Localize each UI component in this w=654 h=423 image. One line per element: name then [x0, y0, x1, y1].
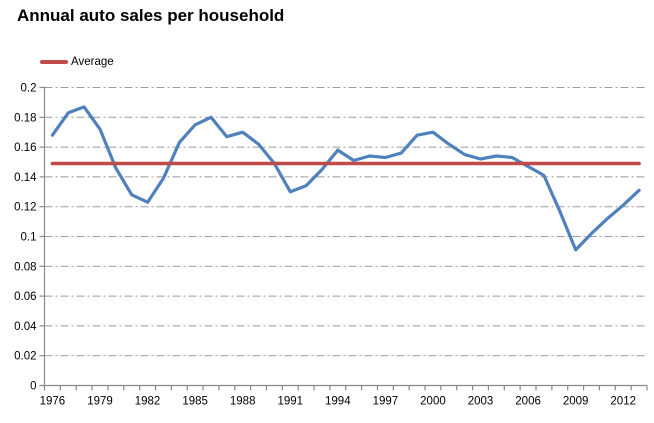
x-tick-label: 1982 [135, 396, 161, 408]
x-tick-label: 1991 [277, 396, 303, 408]
x-tick-label: 2003 [468, 396, 494, 408]
series-line-sales [50, 105, 641, 252]
x-tick-label: 1976 [40, 396, 66, 408]
y-tick-label: 0.16 [14, 142, 36, 154]
x-tick-label: 2006 [515, 396, 541, 408]
y-tick-label: 0.1 [21, 232, 37, 244]
y-tick-label: 0.12 [14, 202, 36, 214]
x-tick-label: 1997 [373, 396, 399, 408]
legend: Average [40, 55, 114, 69]
legend-line-swatch [40, 60, 68, 64]
x-tick-label: 1988 [230, 396, 256, 408]
x-tick-label: 1985 [182, 396, 208, 408]
x-tick-label: 2000 [420, 396, 446, 408]
y-tick-label: 0.02 [14, 351, 36, 363]
x-tick-label: 1979 [87, 396, 113, 408]
y-tick-label: 0.06 [14, 291, 36, 303]
y-tick-label: 0.04 [14, 321, 37, 333]
x-tick-label: 2012 [610, 396, 636, 408]
y-tick-label: 0.14 [14, 172, 37, 184]
x-tick-label: 1994 [325, 396, 351, 408]
y-tick-label: 0 [30, 381, 36, 393]
y-tick-label: 0.18 [14, 112, 36, 124]
chart-title: Annual auto sales per household [17, 6, 285, 25]
x-tick-label: 2009 [563, 396, 589, 408]
y-tick-label: 0.08 [14, 261, 36, 273]
y-tick-label: 0.2 [21, 83, 37, 95]
legend-label: Average [71, 56, 114, 68]
